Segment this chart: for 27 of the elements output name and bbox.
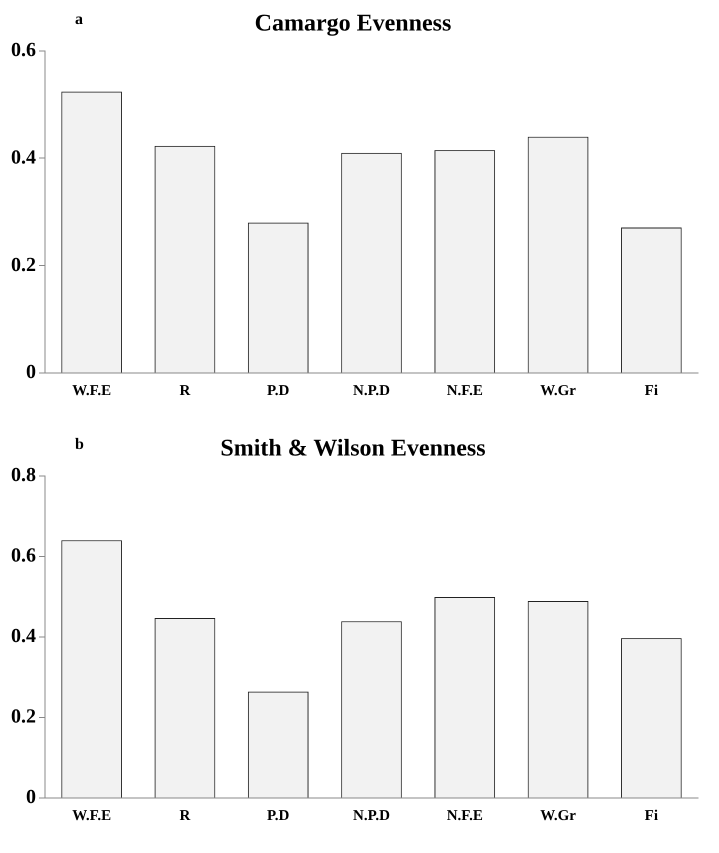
chart-title: Camargo Evenness	[254, 10, 452, 37]
y-tick-label: 0	[26, 786, 36, 808]
y-tick-label: 0.2	[11, 706, 36, 728]
y-tick-label: 0.4	[11, 625, 36, 648]
x-tick-label: N.P.D	[353, 808, 390, 824]
x-tick-label: N.P.D	[353, 382, 390, 399]
x-tick-label: W.F.E	[72, 382, 112, 399]
y-tick-label: 0.8	[11, 464, 36, 486]
x-tick-label: N.F.E	[446, 382, 483, 399]
y-tick-label: 0.2	[11, 254, 36, 276]
x-tick-label: W.F.E	[72, 808, 112, 824]
x-tick-label: P.D	[267, 382, 290, 399]
y-tick-label: 0.6	[11, 544, 36, 567]
x-tick-label: N.F.E	[446, 808, 483, 824]
text: b	[75, 436, 84, 454]
x-tick-label: Fi	[644, 808, 658, 824]
chart-title: Smith & Wilson Evenness	[220, 436, 486, 462]
x-tick-label: W.Gr	[540, 382, 576, 399]
text: a	[75, 11, 83, 28]
y-tick-label: 0.4	[11, 146, 36, 168]
y-tick-label: 0.6	[11, 38, 36, 61]
x-tick-label: W.Gr	[540, 808, 576, 824]
x-tick-label: P.D	[267, 808, 290, 824]
x-tick-label: R	[180, 808, 191, 824]
x-tick-label: R	[180, 382, 191, 399]
y-tick-label: 0	[26, 361, 36, 384]
x-tick-label: Fi	[644, 382, 658, 399]
